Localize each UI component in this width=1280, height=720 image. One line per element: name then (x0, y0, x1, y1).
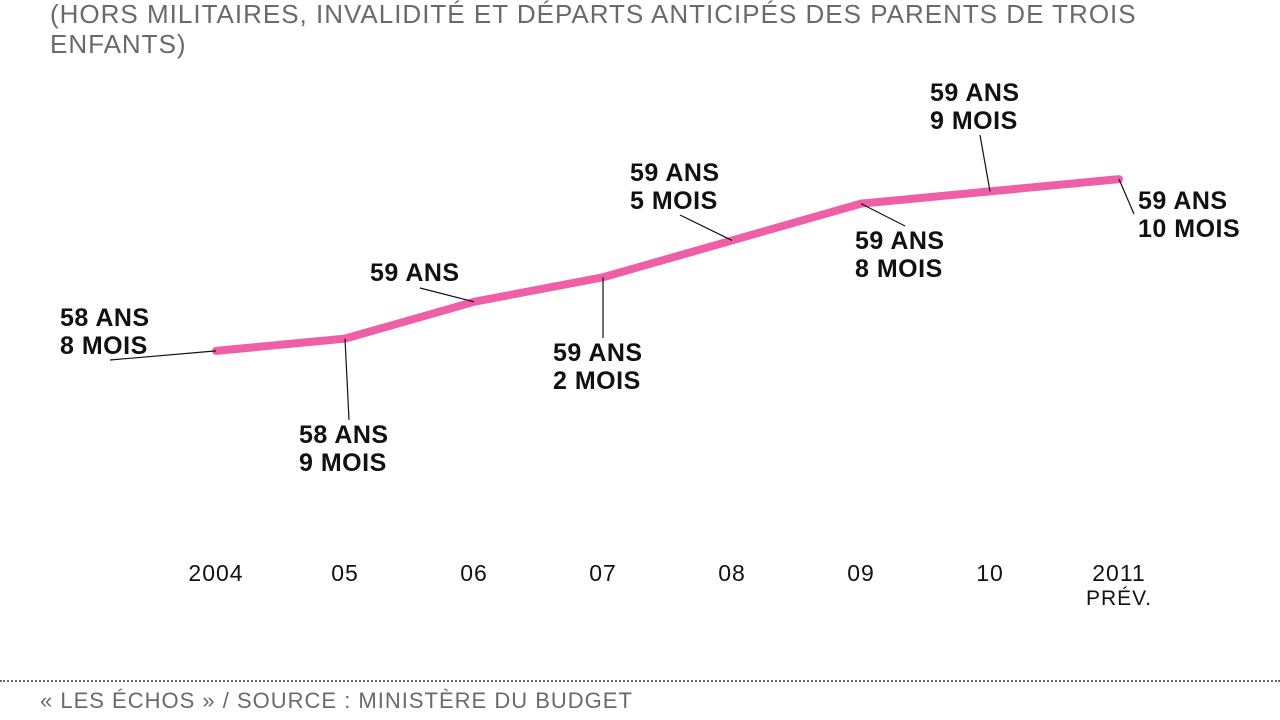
point-label-line2: 2 MOIS (553, 368, 643, 396)
x-axis-label: 07 (589, 560, 617, 587)
x-axis-label: 06 (460, 560, 488, 587)
point-label-line1: 58 ANS (60, 304, 150, 332)
point-label-line1: 59 ANS (370, 259, 460, 287)
line-chart: 20040506070809102011PRÉV.58 ANS8 MOIS58 … (0, 60, 1280, 620)
x-axis-label: 08 (718, 560, 746, 587)
chart-subtitle: (HORS MILITAIRES, INVALIDITÉ ET DÉPARTS … (50, 0, 1250, 60)
point-label-line2: 8 MOIS (60, 333, 150, 361)
x-axis-label: 05 (331, 560, 359, 587)
label-connector (861, 204, 905, 226)
point-label-line1: 58 ANS (299, 421, 389, 449)
label-connector (980, 135, 990, 191)
point-label: 59 ANS2 MOIS (553, 340, 643, 395)
footer-divider (0, 680, 1280, 682)
point-label-line1: 59 ANS (1138, 187, 1228, 215)
label-connector (345, 339, 349, 420)
point-label: 59 ANS9 MOIS (930, 80, 1020, 135)
x-axis-label: 2004 (188, 560, 243, 587)
chart-footer: « LES ÉCHOS » / SOURCE : MINISTÈRE DU BU… (40, 688, 633, 714)
x-axis-label: 10 (976, 560, 1004, 587)
point-label-line1: 59 ANS (553, 339, 643, 367)
point-label-line1: 59 ANS (630, 159, 720, 187)
point-label: 58 ANS8 MOIS (60, 305, 150, 360)
x-axis-sublabel: PRÉV. (1086, 587, 1152, 611)
point-label: 59 ANS8 MOIS (855, 228, 945, 283)
label-connector (680, 215, 732, 240)
point-label-line2: 9 MOIS (930, 108, 1020, 136)
point-label-line2: 8 MOIS (855, 256, 945, 284)
x-axis-label: 09 (847, 560, 875, 587)
label-connector (1119, 179, 1134, 214)
point-label-line1: 59 ANS (855, 227, 945, 255)
point-label-line1: 59 ANS (930, 79, 1020, 107)
point-label: 59 ANS (370, 260, 460, 288)
point-label: 59 ANS10 MOIS (1138, 188, 1240, 243)
point-label-line2: 5 MOIS (630, 188, 720, 216)
point-label-line2: 10 MOIS (1138, 216, 1240, 244)
label-connector (420, 288, 474, 302)
point-label: 58 ANS9 MOIS (299, 422, 389, 477)
point-label-line2: 9 MOIS (299, 450, 389, 478)
chart-container: (HORS MILITAIRES, INVALIDITÉ ET DÉPARTS … (0, 0, 1280, 720)
x-axis-label: 2011PRÉV. (1086, 560, 1152, 611)
point-label: 59 ANS5 MOIS (630, 160, 720, 215)
